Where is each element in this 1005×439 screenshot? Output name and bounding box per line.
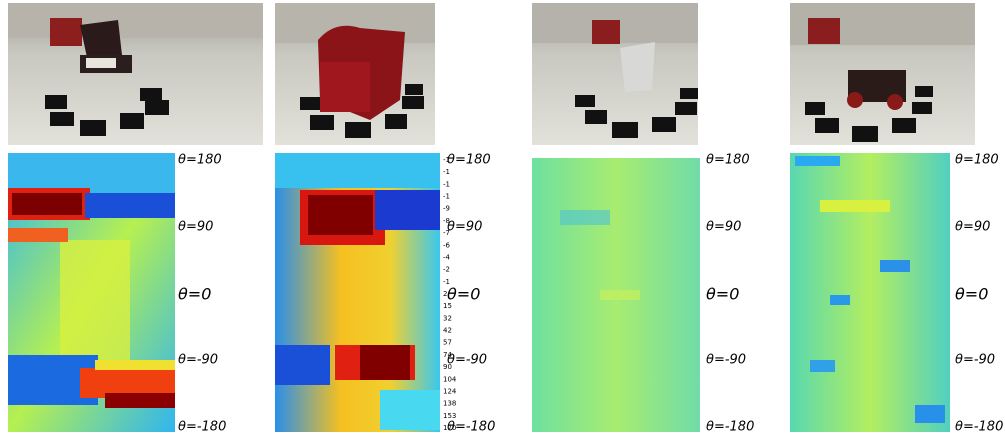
- angle-label: θ=-180: [178, 420, 226, 435]
- angle-label: θ=-90: [706, 353, 746, 368]
- figure: θ=180 θ=90 θ=0 θ=-90 θ=-180 θ=180 θ=90 θ=0 θ=-90…: [0, 0, 1005, 439]
- angle-label: θ=-180: [955, 420, 1003, 435]
- angle-label: θ=90: [447, 220, 482, 235]
- heatmap: [275, 153, 440, 432]
- angle-label: θ=90: [706, 220, 741, 235]
- side-tick: -4: [443, 253, 451, 261]
- side-tick: 124: [443, 387, 457, 395]
- side-tick: 32: [443, 314, 452, 322]
- heatmap: [8, 153, 175, 432]
- angle-label: θ=-90: [447, 353, 487, 368]
- side-tick: -1: [443, 156, 450, 164]
- side-tick: -2: [443, 266, 450, 274]
- side-tick: -1: [443, 168, 450, 176]
- side-tick: 42: [443, 327, 452, 335]
- side-tick: 57: [443, 339, 452, 347]
- angle-label: θ=0: [955, 285, 988, 304]
- side-tick: -6: [443, 241, 451, 249]
- angle-label: θ=0: [178, 285, 211, 304]
- angle-label: θ=90: [955, 220, 990, 235]
- side-tick: -9: [443, 205, 450, 213]
- heatmap: [532, 158, 700, 432]
- side-tick: 2: [443, 290, 447, 298]
- side-tick: -1: [443, 193, 450, 201]
- angle-label: θ=0: [706, 285, 739, 304]
- photo: [532, 3, 698, 145]
- side-tick: 104: [443, 375, 457, 383]
- side-tick: -7: [443, 229, 450, 237]
- side-tick: 15: [443, 302, 452, 310]
- angle-label: θ=180: [178, 153, 222, 168]
- angle-label: θ=180: [706, 153, 750, 168]
- angle-label: θ=180: [955, 153, 999, 168]
- angle-label: θ=180: [447, 153, 491, 168]
- photo: [275, 3, 435, 145]
- heatmap: [790, 153, 950, 432]
- side-tick: 138: [443, 400, 456, 408]
- photo: [790, 3, 975, 145]
- side-tick: -1: [443, 180, 450, 188]
- photo: [8, 3, 263, 145]
- angle-label: θ=-90: [178, 353, 218, 368]
- angle-label: θ=0: [447, 285, 480, 304]
- side-tick: -8: [443, 217, 450, 225]
- side-tick: 90: [443, 363, 452, 371]
- side-tick: -1: [443, 278, 450, 286]
- side-tick: 170: [443, 424, 456, 432]
- angle-label: θ=90: [178, 220, 213, 235]
- side-tick: 153: [443, 412, 456, 420]
- angle-label: θ=-180: [706, 420, 754, 435]
- angle-label: θ=-90: [955, 353, 995, 368]
- side-tick: 74: [443, 351, 452, 359]
